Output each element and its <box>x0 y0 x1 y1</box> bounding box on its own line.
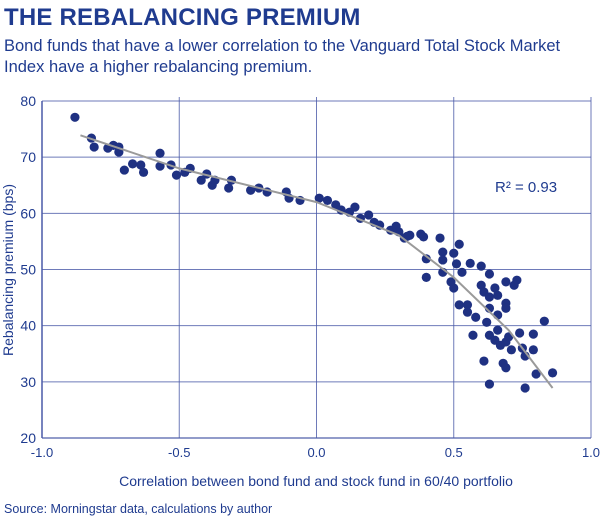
source-note: Source: Morningstar data, calculations b… <box>4 502 273 516</box>
data-point <box>547 368 558 378</box>
gridlines <box>41 97 592 439</box>
data-point <box>506 345 516 355</box>
data-point <box>484 292 495 302</box>
data-point <box>471 312 481 322</box>
data-point <box>539 316 549 326</box>
data-point <box>421 254 431 264</box>
data-point <box>89 142 99 152</box>
y-tick-label: 40 <box>20 318 36 334</box>
data-point <box>454 300 464 310</box>
data-point <box>196 175 206 185</box>
data-point <box>528 345 538 355</box>
y-axis-label: Rebalancing premium (bps) <box>0 184 16 356</box>
y-tick-label: 30 <box>20 374 36 390</box>
y-tick-label: 50 <box>20 262 36 278</box>
data-point <box>314 193 324 203</box>
data-point <box>462 300 473 310</box>
data-point <box>449 283 459 293</box>
data-point <box>479 356 489 366</box>
x-tick-label: 1.0 <box>582 445 600 460</box>
data-point <box>449 248 459 258</box>
x-axis-label: Correlation between bond fund and stock … <box>119 473 513 489</box>
y-tick-label: 60 <box>20 205 36 221</box>
data-point <box>246 185 256 195</box>
data-point <box>119 165 129 175</box>
r-squared-annotation: R² = 0.93 <box>495 179 557 196</box>
data-point <box>493 290 503 300</box>
data-point <box>484 379 495 389</box>
data-point <box>531 369 541 379</box>
x-tick-label: -1.0 <box>31 445 53 460</box>
data-point <box>476 261 486 271</box>
data-point <box>454 239 464 249</box>
data-point <box>493 325 503 335</box>
data-point <box>138 167 149 177</box>
data-point <box>482 317 492 327</box>
data-point <box>155 161 165 171</box>
data-point <box>501 363 511 373</box>
data-point <box>438 255 448 265</box>
chart-title: THE REBALANCING PREMIUM <box>4 4 361 31</box>
data-point <box>520 383 530 393</box>
data-point <box>350 202 360 212</box>
data-point <box>171 170 182 180</box>
trendline <box>80 134 554 389</box>
x-tick-label: -0.5 <box>168 445 190 460</box>
data-point <box>501 277 511 287</box>
chart-subtitle: Bond funds that have a lower correlation… <box>4 37 561 76</box>
data-point <box>70 112 80 122</box>
data-point <box>509 280 519 290</box>
y-tick-label: 70 <box>20 149 36 165</box>
data-point <box>364 210 374 220</box>
data-point <box>322 195 333 206</box>
data-points <box>70 112 558 393</box>
data-point <box>468 330 478 340</box>
data-point <box>484 269 495 279</box>
data-point <box>528 329 538 339</box>
data-point <box>457 267 467 277</box>
data-point <box>421 272 431 282</box>
x-tick-labels: -1.0 -0.5 0.0 0.5 1.0 <box>31 445 600 460</box>
data-point <box>490 283 500 293</box>
data-point <box>136 160 146 170</box>
data-point <box>515 328 525 338</box>
x-tick-label: 0.0 <box>307 445 325 460</box>
data-point <box>155 148 165 158</box>
data-point <box>224 183 234 193</box>
data-point <box>435 233 445 243</box>
data-point <box>451 259 462 269</box>
y-tick-label: 80 <box>20 93 36 109</box>
x-tick-label: 0.5 <box>445 445 463 460</box>
data-point <box>462 307 473 317</box>
data-point <box>438 247 448 257</box>
data-point <box>127 159 138 169</box>
data-point <box>418 232 429 242</box>
y-tick-labels: 20 30 40 50 60 70 80 <box>20 93 36 446</box>
y-tick-label: 20 <box>20 430 36 446</box>
data-point <box>465 258 475 268</box>
data-point <box>501 303 511 313</box>
